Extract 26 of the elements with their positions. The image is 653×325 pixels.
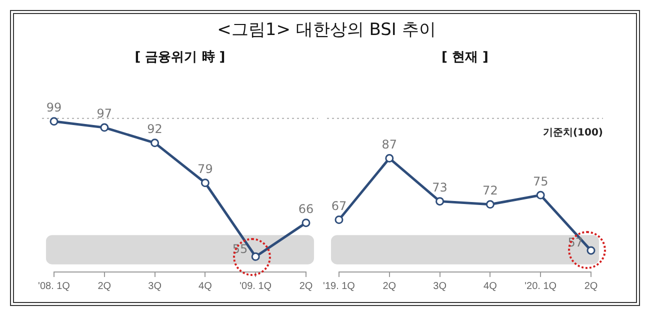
x-tick-label: 3Q (433, 280, 447, 292)
x-tick-label: '19. 1Q (323, 280, 356, 292)
data-label: 73 (432, 180, 448, 194)
ref-line-label: 기준치(100) (542, 127, 603, 138)
chart-subtitle: [ 금융위기 時 ] (134, 50, 226, 66)
x-tick-label: 2Q (382, 280, 396, 292)
x-tick-label: 4Q (484, 280, 498, 292)
x-tick-label: 2Q (299, 280, 313, 292)
data-label: 67 (331, 198, 347, 213)
x-tick-label: '09. 1Q (240, 280, 272, 292)
data-label: 99 (46, 100, 62, 115)
x-tick-label: 2Q (584, 280, 598, 292)
data-label: 79 (198, 162, 213, 176)
chart-title: <그림1> 대한상의 BSI 추이 (216, 19, 437, 41)
data-label: 87 (382, 137, 398, 152)
data-label: 92 (147, 122, 162, 136)
x-tick-label: 4Q (198, 280, 212, 292)
x-tick-label: 2Q (98, 280, 112, 292)
chart-subtitle: [ 현재 ] (442, 50, 488, 66)
data-label: 72 (482, 184, 498, 198)
x-tick-label: 3Q (148, 280, 162, 292)
x-tick-label: '20. 1Q (524, 280, 557, 292)
data-label: 66 (298, 202, 314, 216)
data-label: 75 (532, 174, 548, 188)
data-label: 97 (96, 106, 112, 121)
x-tick-label: '08. 1Q (38, 280, 70, 292)
